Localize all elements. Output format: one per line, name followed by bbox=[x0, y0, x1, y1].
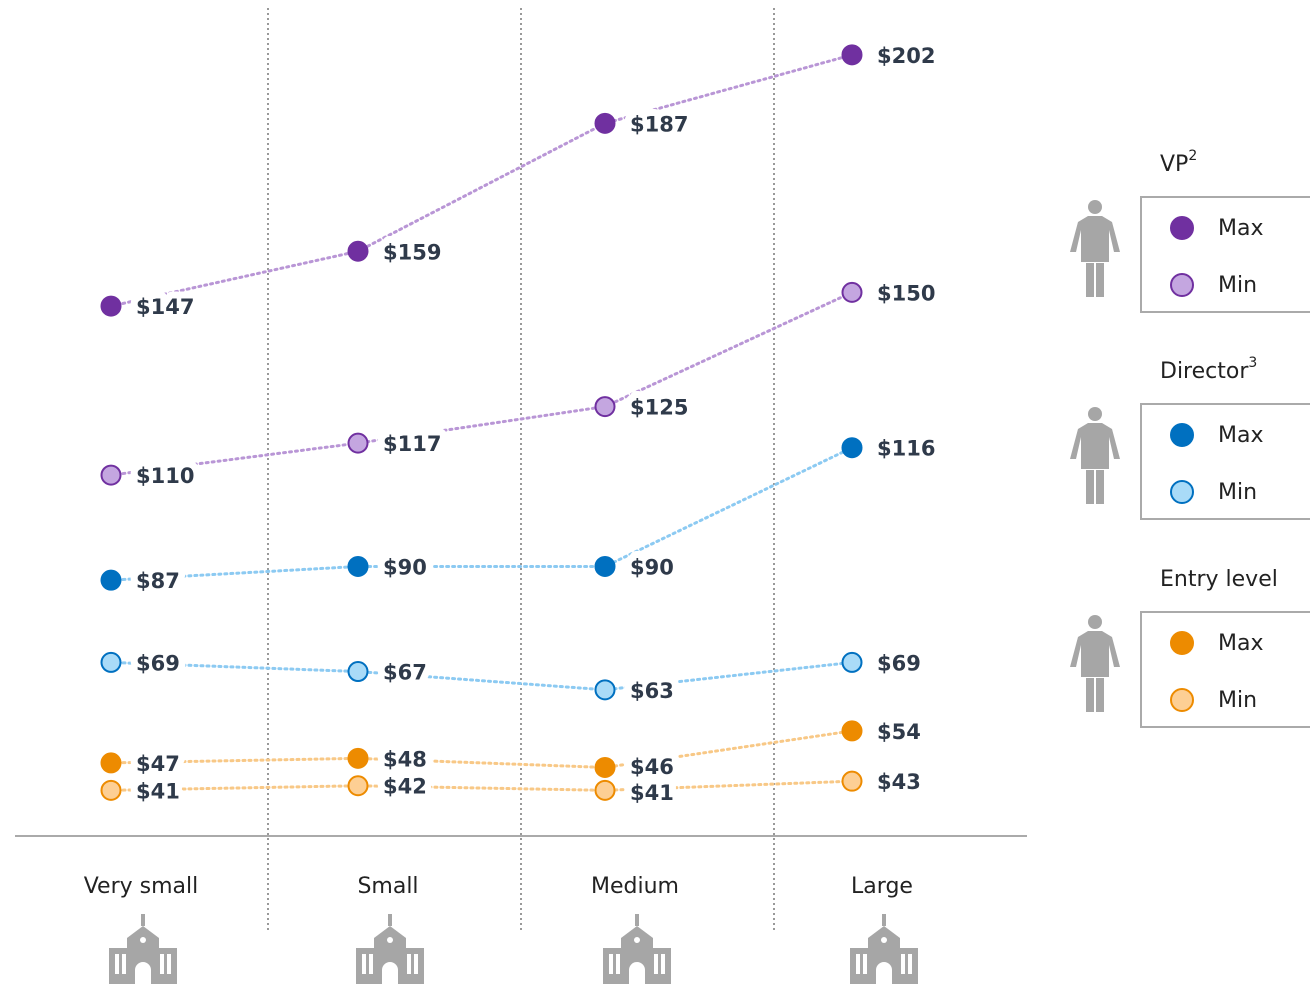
x-tick-label: Very small bbox=[84, 874, 199, 899]
legend-title: VP2 bbox=[1160, 148, 1197, 177]
person-icon bbox=[1070, 407, 1120, 504]
value-label: $116 bbox=[877, 437, 935, 461]
series-line bbox=[109, 729, 854, 769]
value-label: $90 bbox=[383, 555, 427, 579]
value-label: $117 bbox=[383, 432, 441, 456]
dot bbox=[100, 651, 122, 673]
dot bbox=[347, 661, 369, 683]
value-label: $67 bbox=[383, 661, 427, 685]
dot bbox=[841, 44, 863, 66]
value-label: $187 bbox=[630, 112, 688, 136]
series-line bbox=[109, 446, 854, 582]
building-icon bbox=[603, 914, 671, 984]
dot bbox=[594, 396, 616, 418]
dot bbox=[594, 779, 616, 801]
x-tick-label: Large bbox=[851, 874, 913, 899]
legend-swatch bbox=[1170, 480, 1194, 504]
legend-label: Max bbox=[1218, 423, 1263, 448]
legend-label: Min bbox=[1218, 688, 1257, 713]
dot bbox=[841, 281, 863, 303]
series-line bbox=[109, 660, 854, 692]
legend-title-sup: 3 bbox=[1248, 355, 1257, 371]
legend-title-text: VP bbox=[1160, 152, 1188, 177]
x-tick-label: Small bbox=[357, 874, 418, 899]
dot bbox=[100, 752, 122, 774]
dot bbox=[347, 747, 369, 769]
dot bbox=[594, 555, 616, 577]
value-label: $54 bbox=[877, 720, 921, 744]
value-label: $63 bbox=[630, 679, 674, 703]
dot bbox=[841, 437, 863, 459]
value-label: $159 bbox=[383, 240, 441, 264]
legend-box bbox=[1140, 196, 1310, 313]
dot bbox=[841, 651, 863, 673]
x-tick-label: Medium bbox=[591, 874, 679, 899]
building-icon bbox=[850, 914, 918, 984]
dot bbox=[347, 432, 369, 454]
legend-title: Director3 bbox=[1160, 355, 1257, 384]
separators bbox=[267, 8, 775, 932]
value-label: $46 bbox=[630, 755, 674, 779]
value-label: $41 bbox=[630, 781, 674, 805]
dot bbox=[594, 679, 616, 701]
legend-title-sup: 2 bbox=[1188, 148, 1197, 164]
value-label: $48 bbox=[383, 747, 427, 771]
legend-title-text: Entry level bbox=[1160, 567, 1278, 592]
value-label: $147 bbox=[136, 295, 194, 319]
series-line bbox=[109, 779, 854, 792]
legend-swatch bbox=[1170, 216, 1194, 240]
value-label: $43 bbox=[877, 770, 921, 794]
legend-label: Max bbox=[1218, 216, 1263, 241]
series-line bbox=[109, 53, 854, 308]
person-icon bbox=[1070, 615, 1120, 712]
legend-swatch bbox=[1170, 423, 1194, 447]
value-label: $47 bbox=[136, 752, 180, 776]
dot bbox=[100, 295, 122, 317]
dot bbox=[347, 775, 369, 797]
legend-label: Max bbox=[1218, 631, 1263, 656]
legend-swatch bbox=[1170, 688, 1194, 712]
dot bbox=[347, 240, 369, 262]
building-icon bbox=[109, 914, 177, 984]
legend-box bbox=[1140, 611, 1310, 728]
legend-box bbox=[1140, 403, 1310, 520]
legend-title-text: Director bbox=[1160, 359, 1249, 384]
value-label: $41 bbox=[136, 779, 180, 803]
dot bbox=[100, 569, 122, 591]
dot bbox=[841, 770, 863, 792]
value-label: $110 bbox=[136, 464, 194, 488]
value-labels: $147 $159 $187 $202 $110 $117 $125 $150 $87 $90 $9… bbox=[129, 37, 942, 812]
value-label: $202 bbox=[877, 44, 935, 68]
value-label: $125 bbox=[630, 396, 688, 420]
lines bbox=[109, 53, 854, 792]
legend-swatch bbox=[1170, 273, 1194, 297]
value-label: $87 bbox=[136, 569, 180, 593]
dot bbox=[841, 720, 863, 742]
person-icon bbox=[1070, 200, 1120, 297]
value-label: $69 bbox=[136, 651, 180, 675]
value-label: $90 bbox=[630, 555, 674, 579]
legend-swatch bbox=[1170, 631, 1194, 655]
building-icon bbox=[356, 914, 424, 984]
legend-label: Min bbox=[1218, 480, 1257, 505]
dot bbox=[100, 779, 122, 801]
legend-label: Min bbox=[1218, 273, 1257, 298]
dot bbox=[594, 112, 616, 134]
value-label: $150 bbox=[877, 281, 935, 305]
series-line bbox=[109, 290, 854, 477]
dot bbox=[347, 555, 369, 577]
dots bbox=[100, 44, 863, 801]
dot bbox=[594, 756, 616, 778]
dot bbox=[100, 464, 122, 486]
legend-title: Entry level bbox=[1160, 567, 1278, 592]
value-label: $42 bbox=[383, 775, 427, 799]
value-label: $69 bbox=[877, 651, 921, 675]
